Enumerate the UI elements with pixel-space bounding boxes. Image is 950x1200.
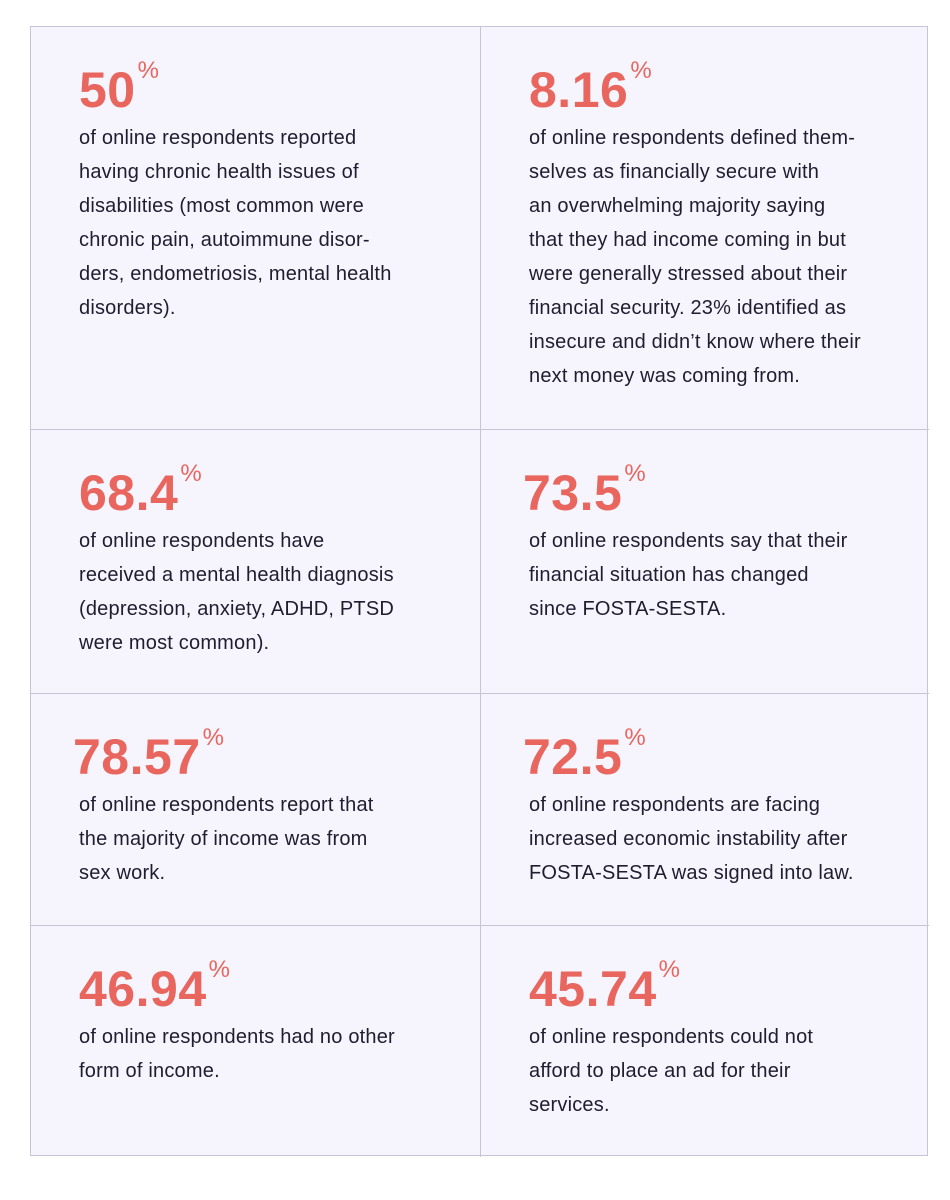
stat-description: of online respondents report that the ma…	[79, 794, 374, 884]
stat-description: of online respondents have received a me…	[79, 530, 395, 654]
stats-grid: 50% of online respondents reported havin…	[30, 26, 929, 1157]
stat-value: 78.57%	[73, 726, 450, 785]
percent-sign: %	[137, 57, 160, 84]
stat-number: 50	[79, 62, 136, 118]
percent-sign: %	[658, 956, 681, 983]
stat-value: 8.16%	[529, 59, 899, 118]
stat-description: of online respondents had no other form …	[79, 1026, 395, 1082]
stat-card-afford-ad: 45.74% of online respondents could not a…	[480, 925, 929, 1157]
stat-card-chronic-health: 50% of online respondents reported havin…	[31, 27, 480, 429]
stat-number: 72.5	[523, 729, 623, 785]
stat-card-financial-change: 73.5% of online respondents say that the…	[480, 429, 929, 693]
stat-card-no-other-income: 46.94% of online respondents had no othe…	[31, 925, 480, 1157]
percent-sign: %	[202, 724, 225, 751]
stat-description: of online respondents reported having ch…	[79, 127, 392, 319]
stat-value: 50%	[79, 59, 450, 118]
stat-card-mental-health: 68.4% of online respondents have receive…	[31, 429, 480, 693]
stat-number: 78.57	[73, 729, 201, 785]
stat-description: of online respondents defined them- selv…	[529, 127, 861, 387]
stat-description: of online respondents could not afford t…	[529, 1026, 814, 1116]
stat-card-economic-instability: 72.5% of online respondents are facing i…	[480, 693, 929, 925]
percent-sign: %	[630, 57, 653, 84]
percent-sign: %	[180, 460, 203, 487]
stat-card-financially-secure: 8.16% of online respondents defined them…	[480, 27, 929, 429]
stat-number: 73.5	[523, 465, 623, 521]
stat-card-income-sex-work: 78.57% of online respondents report that…	[31, 693, 480, 925]
percent-sign: %	[624, 460, 647, 487]
stat-description: of online respondents say that their fin…	[529, 530, 848, 620]
stat-number: 45.74	[529, 961, 657, 1017]
stat-description: of online respondents are facing increas…	[529, 794, 854, 884]
stat-number: 68.4	[79, 465, 179, 521]
stat-value: 46.94%	[79, 958, 450, 1017]
stat-value: 45.74%	[529, 958, 899, 1017]
stat-value: 73.5%	[523, 462, 899, 521]
stat-number: 46.94	[79, 961, 207, 1017]
stat-value: 68.4%	[79, 462, 450, 521]
percent-sign: %	[624, 724, 647, 751]
stat-value: 72.5%	[523, 726, 899, 785]
stat-number: 8.16	[529, 62, 629, 118]
percent-sign: %	[208, 956, 231, 983]
